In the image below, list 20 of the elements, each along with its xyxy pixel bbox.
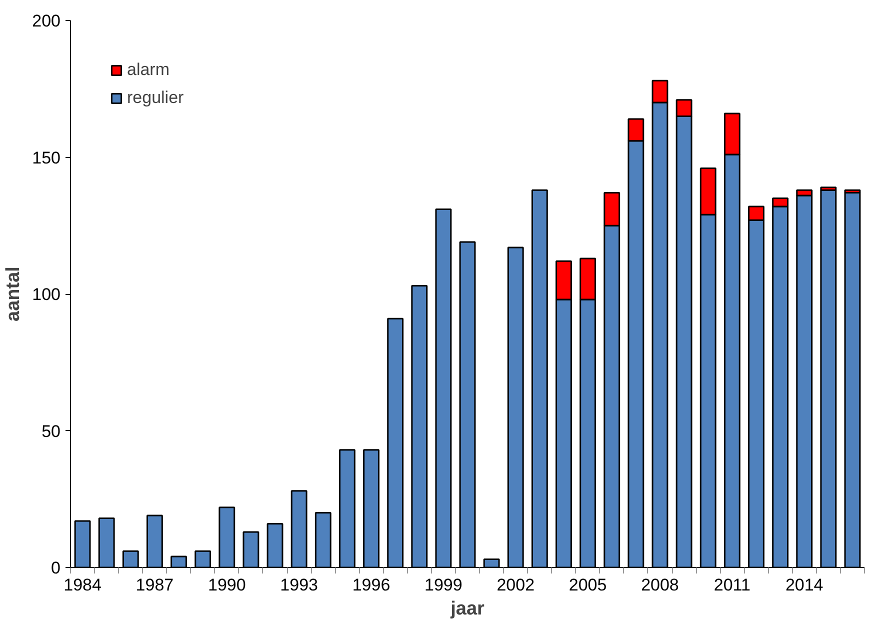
y-tick-label: 100 bbox=[32, 285, 61, 304]
x-tick-label: 2002 bbox=[496, 576, 535, 594]
x-axis-title: jaar bbox=[450, 598, 486, 620]
x-tick-label: 2005 bbox=[568, 576, 607, 594]
x-tick-label: 1990 bbox=[208, 576, 246, 594]
x-tick-label: 2014 bbox=[785, 576, 824, 594]
x-tick-label: 1999 bbox=[424, 576, 462, 594]
legend-label: alarm bbox=[127, 60, 170, 80]
y-tick-label: 150 bbox=[32, 148, 61, 168]
y-tick-label: 200 bbox=[32, 12, 61, 30]
x-tick-label: 2011 bbox=[714, 576, 750, 594]
x-tick-label: 1987 bbox=[136, 576, 174, 594]
legend-label: regulier bbox=[127, 88, 184, 108]
y-axis-title: aantal bbox=[3, 266, 24, 322]
x-tick-label: 1996 bbox=[352, 576, 390, 594]
y-tick-label: 0 bbox=[51, 558, 61, 578]
y-tick-label: 50 bbox=[42, 422, 61, 441]
x-tick-label: 1984 bbox=[64, 576, 102, 594]
x-tick-label: 1993 bbox=[280, 576, 318, 594]
x-tick-label: 2008 bbox=[641, 576, 679, 594]
